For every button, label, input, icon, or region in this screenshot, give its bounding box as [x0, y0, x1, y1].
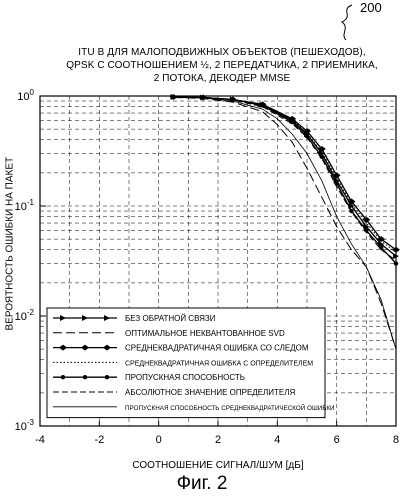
data-point [290, 120, 294, 124]
series-line [174, 97, 397, 250]
y-axis-label: ВЕРОЯТНОСТЬ ОШИБКИ НА ПАКЕТ [5, 181, 16, 331]
legend-label: АБСОЛЮТНОЕ ЗНАЧЕНИЕ ОПРЕДЕЛИТЕЛЯ [125, 388, 296, 397]
x-tick-label: 4 [274, 434, 280, 446]
series-1 [171, 94, 400, 259]
legend-marker [61, 375, 65, 379]
legend-marker [105, 375, 109, 379]
x-tick-label: -2 [94, 434, 104, 446]
legend-label: ОПТИМАЛЬНОЕ НЕКВАНТОВАННОЕ SVD [125, 329, 285, 338]
legend-label: ПРОПУСКНАЯ СПОСОБНОСТЬ СРЕДНЕКВАДРАТИЧЕС… [125, 403, 335, 412]
legend: БЕЗ ОБРАТНОЙ СВЯЗИ ОПТИМАЛЬНОЕ НЕКВАНТОВА… [47, 308, 335, 418]
reference-leader-icon [342, 5, 352, 40]
data-point [394, 261, 398, 265]
series-6 [174, 97, 397, 260]
figure-caption: Фиг. 2 [0, 473, 404, 495]
y-tick-label: 100 [17, 88, 34, 103]
x-tick-label: 8 [393, 434, 399, 446]
legend-label: СРЕДНЕКВАДРАТИЧНАЯ ОШИБКА СО СЛЕДОМ [125, 344, 309, 353]
x-tick-label: -4 [35, 434, 45, 446]
y-tick-label: 10-2 [15, 308, 35, 323]
data-point [379, 245, 383, 249]
series-line [174, 97, 397, 264]
series-line [174, 97, 397, 260]
series-line [174, 97, 397, 256]
y-tick-label: 10-3 [15, 418, 35, 433]
legend-label: СРЕДНЕКВАДРАТИЧНАЯ ОШИБКА С ОПРЕДЕЛИТЕЛЕ… [125, 360, 313, 367]
y-tick-label: 10-1 [15, 198, 35, 213]
x-tick-label: 0 [156, 434, 162, 446]
x-axis-label: СООТНОШЕНИЕ СИГНАЛ/ШУМ [дБ] [40, 460, 396, 471]
legend-marker [83, 375, 87, 379]
x-tick-label: 6 [334, 434, 340, 446]
x-tick-label: 2 [215, 434, 221, 446]
legend-label: ПРОПУСКНАЯ СПОСОБНОСТЬ [125, 373, 245, 382]
legend-label: БЕЗ ОБРАТНОЙ СВЯЗИ [125, 314, 216, 323]
